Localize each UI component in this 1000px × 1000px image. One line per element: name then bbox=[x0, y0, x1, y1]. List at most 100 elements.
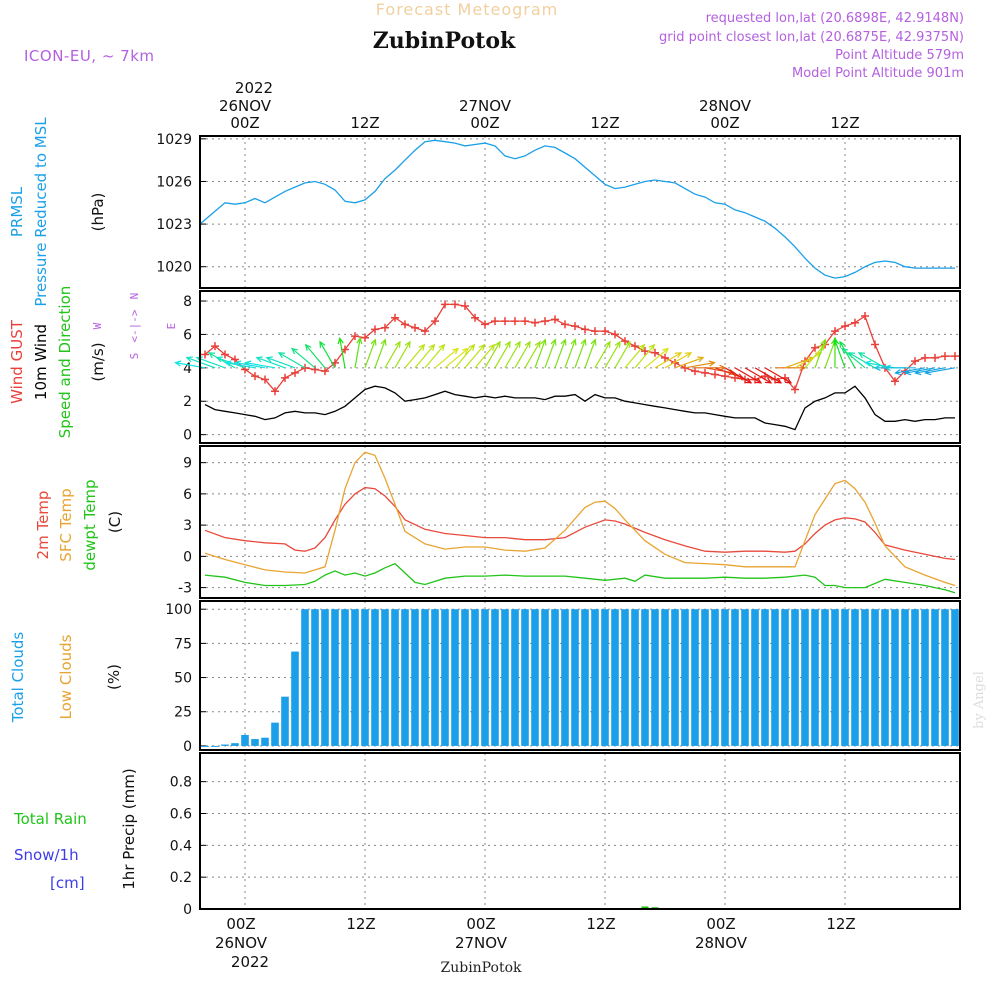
wind-arrow-head bbox=[356, 336, 363, 345]
bar-total-cloud bbox=[731, 609, 739, 746]
bar-total-cloud bbox=[391, 609, 399, 746]
bar-total-cloud bbox=[611, 609, 619, 746]
wind-arrow bbox=[684, 360, 716, 369]
wind-arrow-shaft bbox=[291, 348, 316, 369]
header-closest: grid point closest lon,lat (20.6875E, 42… bbox=[659, 30, 964, 45]
y-tick-label: 0 bbox=[183, 428, 192, 444]
wind-arrow bbox=[337, 336, 346, 368]
wind-arrow bbox=[564, 338, 577, 369]
bar-total-cloud bbox=[341, 609, 349, 746]
panel-3: -3 0 3 6 9 (C) 2m Temp SFC Temp dewpt Temp bbox=[34, 445, 961, 599]
bar-total-cloud bbox=[561, 609, 569, 746]
wind-arrow bbox=[524, 340, 541, 369]
wind-arrow bbox=[207, 352, 236, 369]
wind-arrow-head bbox=[418, 343, 426, 351]
gust-marker bbox=[281, 373, 289, 382]
y-tick-label: 0 bbox=[183, 549, 192, 565]
bar-total-cloud bbox=[581, 609, 589, 746]
bar-total-cloud bbox=[451, 609, 459, 746]
wind-arrow-shaft bbox=[374, 339, 386, 369]
wind-arrow-shaft bbox=[235, 362, 266, 369]
compass-letter: <-|-> bbox=[128, 309, 141, 342]
wind-arrow-head bbox=[864, 360, 872, 367]
bar-total-cloud bbox=[421, 609, 429, 746]
wind-arrow-head bbox=[428, 343, 436, 351]
wind-arrow-head bbox=[847, 352, 856, 359]
gust-marker bbox=[411, 323, 419, 332]
bar-total-cloud bbox=[201, 745, 209, 747]
bar-total-cloud bbox=[791, 609, 799, 746]
panel-legend-label: SFC Temp bbox=[57, 488, 75, 561]
bar-total-cloud bbox=[821, 609, 829, 746]
wind-arrow-head bbox=[570, 338, 577, 346]
gust-marker bbox=[371, 325, 379, 334]
gust-marker bbox=[361, 333, 369, 342]
panel-ylabel: (m/s) bbox=[89, 342, 107, 381]
bar-total-cloud bbox=[221, 744, 229, 746]
panel-legend-label: Total Rain bbox=[13, 810, 87, 828]
bar-total-cloud bbox=[571, 609, 579, 746]
bottom-day-label: 28NOV bbox=[695, 934, 748, 952]
gust-marker bbox=[421, 327, 429, 336]
wind-arrow-shaft bbox=[278, 352, 306, 369]
panel-legend-label: Low Clouds bbox=[57, 634, 75, 719]
y-tick-label: 0 bbox=[183, 902, 192, 918]
wind-arrow-head bbox=[624, 340, 631, 348]
gust-marker bbox=[811, 343, 819, 352]
y-tick-label: 8 bbox=[183, 294, 192, 310]
gust-marker bbox=[921, 353, 929, 362]
gust-marker bbox=[571, 322, 579, 331]
bar-total-cloud bbox=[411, 609, 419, 746]
y-tick-label: 0.4 bbox=[170, 838, 192, 854]
bottom-day-label: 26NOV bbox=[215, 934, 268, 952]
wind-arrow-shaft bbox=[764, 367, 792, 384]
wind-arrow-shaft bbox=[384, 341, 401, 369]
wind-arrow bbox=[904, 367, 936, 376]
bar-total-cloud bbox=[951, 609, 959, 746]
header-top-title: Forecast Meteogram bbox=[376, 0, 558, 19]
gust-marker bbox=[271, 387, 279, 396]
bar-total-cloud bbox=[231, 743, 239, 746]
bar-total-cloud bbox=[541, 609, 549, 746]
bar-total-cloud bbox=[901, 609, 909, 746]
panel-5: 0 0.2 0.4 0.6 0.8 1hr Precip (mm) Total Rain Sn… bbox=[13, 752, 961, 918]
wind-arrow-shaft bbox=[196, 357, 226, 369]
gust-marker bbox=[611, 330, 619, 339]
wind-arrow-head bbox=[590, 338, 597, 346]
wind-arrow-head bbox=[452, 347, 460, 355]
wind-arrow bbox=[744, 367, 773, 384]
gust-marker bbox=[711, 370, 719, 379]
bar-total-cloud bbox=[881, 609, 889, 746]
top-hour-label: 00Z bbox=[710, 114, 739, 132]
wind-arrow-shaft bbox=[444, 348, 469, 369]
wind-arrow bbox=[814, 338, 827, 369]
y-tick-label: 50 bbox=[174, 671, 192, 687]
wind-arrow-head bbox=[488, 343, 496, 351]
panels: 1020 1023 1026 1029 (hPa) PRMSL Pressure Reduc… bbox=[8, 117, 961, 918]
wind-arrow bbox=[544, 338, 557, 369]
y-tick-label: 75 bbox=[174, 636, 192, 652]
panel-legend-label: Snow/1h bbox=[14, 846, 79, 864]
gust-marker bbox=[461, 302, 469, 311]
wind-arrow-shaft bbox=[684, 362, 715, 369]
wind-arrow-shaft bbox=[256, 357, 286, 369]
wind-arrow bbox=[754, 367, 783, 384]
gust-marker bbox=[841, 322, 849, 331]
gust-marker bbox=[491, 317, 499, 326]
wind-arrow-head bbox=[468, 343, 476, 351]
bar-total-cloud bbox=[261, 737, 269, 746]
bar-total-cloud bbox=[381, 609, 389, 746]
gust-marker bbox=[201, 350, 209, 359]
wind-arrow-shaft bbox=[305, 344, 326, 369]
y-tick-label: 1026 bbox=[156, 174, 192, 190]
bottom-hour-label: 00Z bbox=[466, 915, 495, 933]
wind-arrow bbox=[374, 338, 387, 369]
bar-total-cloud bbox=[251, 739, 259, 746]
bar-total-cloud bbox=[851, 609, 859, 746]
wind-arrow-head bbox=[337, 336, 344, 345]
wind-arrow bbox=[354, 336, 363, 368]
bar-total-cloud bbox=[441, 609, 449, 746]
wind-arrow-head bbox=[614, 340, 621, 348]
gust-marker bbox=[641, 347, 649, 356]
top-day-label: 26NOV bbox=[219, 97, 272, 115]
